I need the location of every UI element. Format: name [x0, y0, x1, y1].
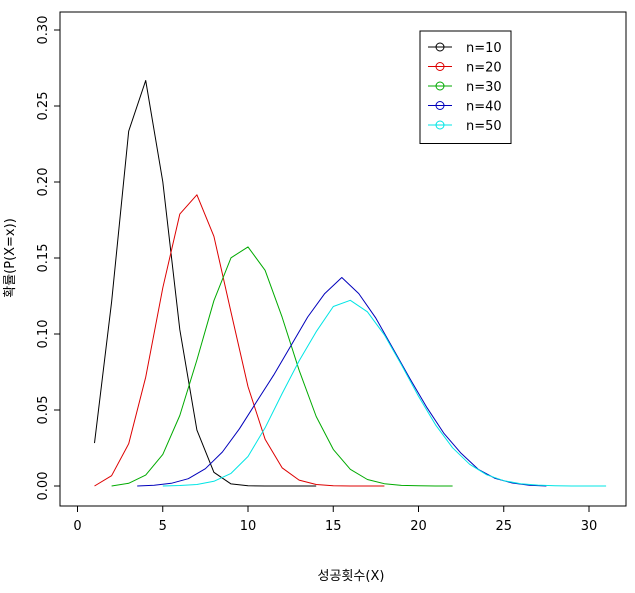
x-tick-label: 15 [325, 519, 342, 534]
series-layer [94, 80, 607, 487]
legend-marker-icon [435, 42, 445, 52]
legend: n=10 n=20 n=30 n=40 n=50 [419, 30, 512, 144]
y-tick-label: 0.05 [36, 396, 51, 425]
legend-label: n=30 [466, 80, 502, 95]
y-tick-label: 0.30 [36, 16, 51, 45]
x-tick-label: 10 [240, 519, 257, 534]
y-tick-label: 0.20 [36, 168, 51, 197]
legend-marker-icon [435, 120, 445, 130]
legend-marker-icon [435, 81, 445, 91]
x-tick-label: 30 [581, 519, 598, 534]
legend-label: n=10 [466, 41, 502, 56]
legend-label: n=40 [466, 100, 502, 115]
legend-label: n=20 [466, 61, 502, 76]
legend-label: n=50 [466, 119, 502, 134]
y-axis: 0.00 0.05 0.10 0.15 0.20 0.25 0.30 [36, 16, 61, 501]
plot-box [59, 11, 627, 507]
y-tick-label: 0.10 [36, 320, 51, 349]
x-axis: 0 5 10 15 20 25 30 [73, 505, 598, 534]
x-tick-label: 25 [495, 519, 512, 534]
series-line-n=50 [162, 299, 607, 487]
legend-marker-icon [435, 101, 445, 110]
x-tick-label: 5 [159, 519, 167, 534]
x-axis-label: 성공횟수(X) [318, 569, 385, 584]
x-tick-label: 0 [73, 519, 81, 534]
series-line-n=30 [111, 246, 453, 487]
series-line-n=10 [94, 80, 317, 487]
y-tick-label: 0.15 [36, 244, 51, 273]
y-tick-label: 0.00 [36, 472, 51, 501]
series-line-n=20 [94, 194, 385, 487]
series-line-n=40 [137, 277, 547, 487]
legend-marker-icon [435, 62, 445, 71]
x-tick-label: 20 [410, 519, 427, 534]
y-tick-label: 0.25 [36, 92, 51, 121]
y-axis-label: 확률(P(X=x)) [3, 218, 18, 298]
